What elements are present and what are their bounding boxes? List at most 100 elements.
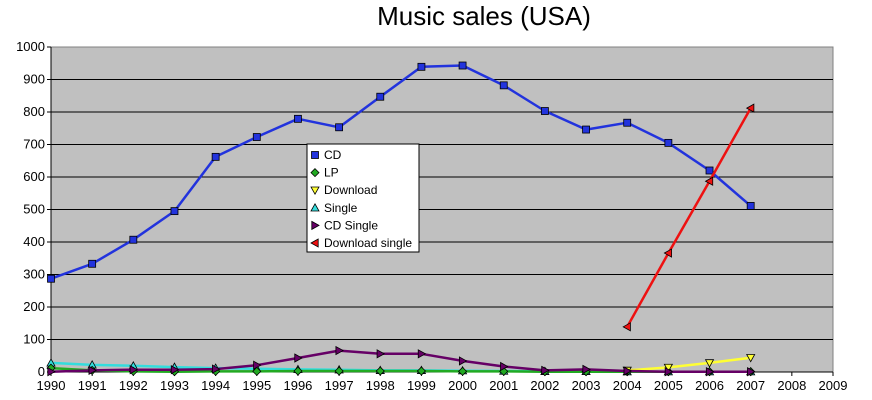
x-tick-label: 2004 <box>613 378 642 393</box>
series-line <box>626 107 752 328</box>
x-tick-label: 1994 <box>201 378 230 393</box>
data-point <box>664 138 673 147</box>
x-tick-label: 2009 <box>819 378 848 393</box>
series-line <box>627 356 751 372</box>
data-point <box>253 360 262 370</box>
data-point <box>293 366 303 376</box>
data-point <box>211 152 220 161</box>
data-point <box>252 366 262 376</box>
legend-marker <box>310 186 320 196</box>
legend-label: Download single <box>324 236 412 250</box>
chart-title: Music sales (USA) <box>377 1 591 31</box>
x-axis: 1990 1991 1992 1993 1994 1995 1996 1997 1998 1999… <box>37 372 848 393</box>
data-point <box>746 202 755 210</box>
legend-marker <box>310 168 320 178</box>
data-point <box>458 61 467 70</box>
x-tick-label: 2007 <box>736 378 765 393</box>
data-point <box>88 259 97 268</box>
x-tick-label: 1998 <box>366 378 395 393</box>
y-tick-label: 800 <box>23 104 45 119</box>
y-tick-label: 400 <box>23 234 45 249</box>
data-point <box>294 114 302 123</box>
data-point <box>129 235 138 244</box>
x-tick-label: 1996 <box>283 378 312 393</box>
legend-item: LP <box>310 166 339 180</box>
data-point <box>582 364 591 375</box>
data-point <box>47 366 56 377</box>
data-point <box>458 356 468 366</box>
data-point <box>376 349 386 359</box>
legend: CD LP Download Single CD Single Download sing… <box>306 143 420 253</box>
data-point <box>663 363 674 373</box>
data-point <box>47 274 55 283</box>
x-tick-label: 1997 <box>325 378 354 393</box>
legend-label: LP <box>324 166 339 180</box>
y-tick-label: 300 <box>23 267 45 282</box>
legend-item: Download single <box>310 236 412 250</box>
y-tick-label: 200 <box>23 299 45 314</box>
data-point <box>500 361 509 372</box>
data-point <box>663 248 672 258</box>
series-cd-single <box>47 345 756 377</box>
data-point <box>170 365 180 375</box>
data-point <box>212 364 221 374</box>
data-point <box>623 366 633 376</box>
legend-label: Download <box>324 183 377 197</box>
legend-item: Single <box>310 201 358 215</box>
y-tick-label: 700 <box>23 137 45 152</box>
data-point <box>376 92 385 101</box>
legend-label: CD Single <box>324 218 378 232</box>
data-point <box>334 366 344 376</box>
series-cd <box>47 61 755 283</box>
data-point <box>540 107 549 115</box>
data-point <box>704 176 714 186</box>
y-tick-label: 500 <box>23 202 45 217</box>
legend-box <box>306 143 420 253</box>
data-point <box>705 166 714 175</box>
legend-marker <box>310 238 319 248</box>
data-point <box>746 354 756 363</box>
data-point <box>499 81 508 90</box>
data-point <box>88 365 97 376</box>
y-tick-label: 100 <box>23 332 45 347</box>
legend-item: Download <box>310 183 377 197</box>
legend-item: CD Single <box>311 218 378 232</box>
data-point <box>704 359 715 368</box>
data-point <box>705 366 715 377</box>
y-tick-label: 600 <box>23 169 45 184</box>
gridlines <box>51 79 833 340</box>
x-tick-label: 1993 <box>160 378 189 393</box>
data-point <box>458 366 468 376</box>
series-layer <box>46 61 756 377</box>
data-point <box>745 103 755 113</box>
x-tick-label: 2006 <box>695 378 724 393</box>
data-point <box>541 365 550 376</box>
data-point <box>335 123 344 132</box>
y-tick-label: 900 <box>23 72 45 87</box>
legend-label: Single <box>324 201 358 215</box>
data-point <box>417 62 426 71</box>
data-point <box>375 366 385 376</box>
data-point <box>622 322 631 332</box>
data-point <box>252 133 261 141</box>
data-point <box>747 366 756 377</box>
data-point <box>664 366 674 377</box>
y-tick-label: 0 <box>38 364 45 379</box>
series-line <box>50 64 752 280</box>
data-point <box>582 125 590 134</box>
legend-marker <box>310 202 320 212</box>
x-tick-label: 1991 <box>78 378 107 393</box>
data-point <box>623 118 632 127</box>
x-tick-label: 1992 <box>119 378 148 393</box>
x-tick-label: 1995 <box>242 378 271 393</box>
x-tick-label: 1990 <box>37 378 66 393</box>
x-tick-label: 2003 <box>572 378 601 393</box>
series-download-single <box>622 103 755 332</box>
x-tick-label: 2001 <box>489 378 518 393</box>
x-tick-label: 2008 <box>777 378 806 393</box>
x-tick-label: 2000 <box>448 378 477 393</box>
legend-marker <box>311 220 320 231</box>
data-point <box>129 365 139 375</box>
x-tick-label: 2002 <box>530 378 559 393</box>
